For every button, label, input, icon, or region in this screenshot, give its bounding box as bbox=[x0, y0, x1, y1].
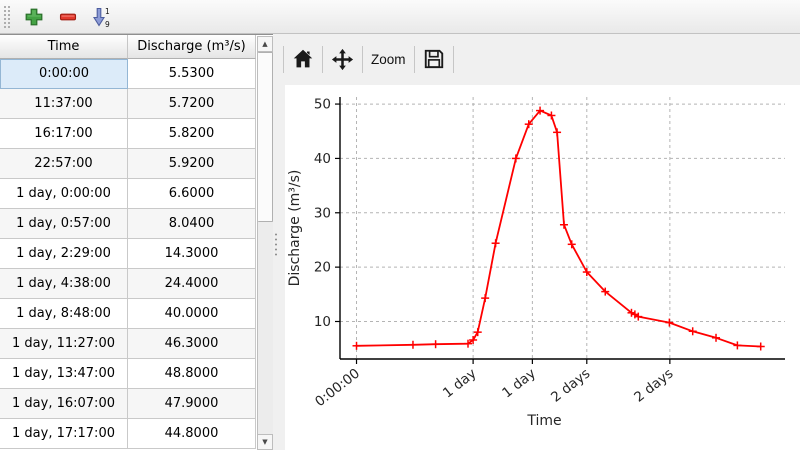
remove-row-button[interactable] bbox=[53, 3, 83, 31]
table-row: 1 day, 4:38:00 24.4000 bbox=[0, 269, 256, 299]
chart-canvas[interactable]: 10 20 30 40 50 0:00:00 1 day 1 day 2 days 2 days T… bbox=[285, 85, 800, 450]
table-body: 0:00:00 5.5300 11:37:00 5.7200 16:17:00 5.820… bbox=[0, 59, 256, 449]
cell-discharge[interactable]: 44.8000 bbox=[128, 419, 256, 449]
sort-badge-9: 9 bbox=[105, 20, 110, 28]
save-button[interactable] bbox=[417, 44, 451, 74]
scrollbar-thumb[interactable] bbox=[258, 52, 273, 222]
y-tick-label: 10 bbox=[314, 314, 331, 330]
toolbar-separator bbox=[413, 45, 415, 73]
cell-discharge[interactable]: 6.6000 bbox=[128, 179, 256, 209]
toolbar-separator bbox=[452, 45, 454, 73]
main-toolbar: 1 9 bbox=[0, 0, 800, 34]
cell-time[interactable]: 1 day, 0:57:00 bbox=[0, 209, 128, 239]
column-header-time[interactable]: Time bbox=[0, 35, 128, 59]
zoom-button[interactable]: Zoom bbox=[365, 44, 412, 74]
sort-badge-1: 1 bbox=[105, 7, 110, 16]
x-tick-label: 2 days bbox=[631, 366, 676, 406]
table-row: 1 day, 2:29:00 14.3000 bbox=[0, 239, 256, 269]
y-tick-label: 50 bbox=[314, 97, 331, 113]
table-row: 22:57:00 5.9200 bbox=[0, 149, 256, 179]
cell-time[interactable]: 1 day, 13:47:00 bbox=[0, 359, 128, 389]
series-line bbox=[356, 109, 761, 348]
table-panel: Time Discharge (m³/s) 0:00:00 5.5300 11:37… bbox=[0, 34, 273, 450]
cell-time[interactable]: 1 day, 16:07:00 bbox=[0, 389, 128, 419]
cell-time[interactable]: 1 day, 2:29:00 bbox=[0, 239, 128, 269]
table-row: 1 day, 0:00:00 6.6000 bbox=[0, 179, 256, 209]
column-header-discharge[interactable]: Discharge (m³/s) bbox=[128, 35, 256, 59]
table-row: 1 day, 17:17:00 44.8000 bbox=[0, 419, 256, 449]
cell-time[interactable]: 1 day, 4:38:00 bbox=[0, 269, 128, 299]
x-tick-label: 1 day bbox=[499, 366, 539, 402]
x-axis-label: Time bbox=[526, 413, 561, 429]
cell-discharge[interactable]: 47.9000 bbox=[128, 389, 256, 419]
cell-discharge[interactable]: 5.7200 bbox=[128, 89, 256, 119]
plus-icon bbox=[25, 8, 43, 25]
chart-panel: Zoom 10 20 30 40 50 0:00:00 1 day 1 day 2 days 2 … bbox=[279, 34, 800, 450]
cell-time[interactable]: 22:57:00 bbox=[0, 149, 128, 179]
cell-time[interactable]: 1 day, 0:00:00 bbox=[0, 179, 128, 209]
toolbar-separator bbox=[283, 45, 284, 73]
scroll-down-button[interactable]: ▼ bbox=[258, 434, 273, 450]
cell-time[interactable]: 1 day, 8:48:00 bbox=[0, 299, 128, 329]
y-tick-label: 40 bbox=[314, 151, 331, 167]
cell-discharge[interactable]: 46.3000 bbox=[128, 329, 256, 359]
scroll-up-button[interactable]: ▲ bbox=[258, 36, 273, 52]
table-row: 16:17:00 5.8200 bbox=[0, 119, 256, 149]
y-axis-label: Discharge (m³/s) bbox=[287, 170, 303, 287]
add-row-button[interactable] bbox=[19, 3, 49, 31]
home-button[interactable] bbox=[286, 44, 320, 74]
table-header: Time Discharge (m³/s) bbox=[0, 35, 256, 59]
cell-time[interactable]: 0:00:00 bbox=[0, 59, 128, 89]
sort-ascending-button[interactable]: 1 9 bbox=[87, 3, 117, 31]
table-row: 1 day, 11:27:00 46.3000 bbox=[0, 329, 256, 359]
sort-1-9-icon: 1 9 bbox=[93, 7, 110, 28]
zoom-button-label: Zoom bbox=[371, 51, 406, 67]
panel-splitter[interactable] bbox=[273, 34, 279, 450]
cell-discharge[interactable]: 14.3000 bbox=[128, 239, 256, 269]
cell-discharge[interactable]: 48.8000 bbox=[128, 359, 256, 389]
toolbar-separator bbox=[362, 45, 363, 73]
cell-discharge[interactable]: 8.0400 bbox=[128, 209, 256, 239]
x-tick-label: 1 day bbox=[440, 366, 480, 402]
x-tick-label: 2 days bbox=[548, 366, 593, 406]
home-icon bbox=[293, 49, 313, 68]
toolbar-grip[interactable] bbox=[3, 4, 10, 29]
chart-toolbar: Zoom bbox=[281, 42, 456, 76]
table-row: 1 day, 16:07:00 47.9000 bbox=[0, 389, 256, 419]
table-row: 1 day, 13:47:00 48.8000 bbox=[0, 359, 256, 389]
x-tick-label: 0:00:00 bbox=[312, 366, 363, 411]
table-scrollbar[interactable]: ▲ ▼ bbox=[257, 36, 273, 450]
cell-time[interactable]: 1 day, 17:17:00 bbox=[0, 419, 128, 449]
cell-time[interactable]: 1 day, 11:27:00 bbox=[0, 329, 128, 359]
cell-discharge[interactable]: 5.9200 bbox=[128, 149, 256, 179]
splitter-handle-icon bbox=[275, 232, 277, 258]
cell-discharge[interactable]: 5.8200 bbox=[128, 119, 256, 149]
minus-icon bbox=[59, 13, 77, 20]
cell-discharge[interactable]: 24.4000 bbox=[128, 269, 256, 299]
table-row: 0:00:00 5.5300 bbox=[0, 59, 256, 89]
y-tick-label: 20 bbox=[314, 260, 331, 276]
pan-button[interactable] bbox=[325, 44, 360, 74]
cell-discharge[interactable]: 40.0000 bbox=[128, 299, 256, 329]
table-row: 1 day, 0:57:00 8.0400 bbox=[0, 209, 256, 239]
save-floppy-icon bbox=[424, 49, 443, 69]
cell-time[interactable]: 11:37:00 bbox=[0, 89, 128, 119]
cell-time[interactable]: 16:17:00 bbox=[0, 119, 128, 149]
toolbar-separator bbox=[322, 45, 323, 73]
pan-arrows-icon bbox=[331, 48, 354, 70]
y-tick-label: 30 bbox=[314, 205, 331, 221]
cell-discharge[interactable]: 5.5300 bbox=[128, 59, 256, 89]
table-row: 1 day, 8:48:00 40.0000 bbox=[0, 299, 256, 329]
table-row: 11:37:00 5.7200 bbox=[0, 89, 256, 119]
